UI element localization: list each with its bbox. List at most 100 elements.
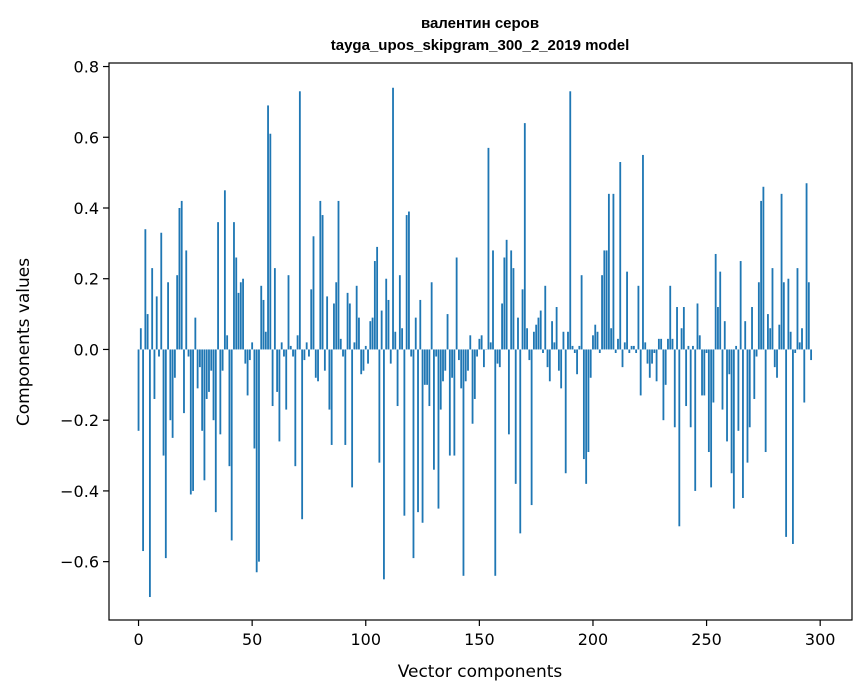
bar-283 xyxy=(780,193,783,350)
bar-160 xyxy=(501,303,503,350)
bar-102 xyxy=(369,321,372,350)
bar-53 xyxy=(258,349,260,562)
bar-31 xyxy=(208,349,210,392)
bar-214 xyxy=(623,342,626,350)
bar-178 xyxy=(542,349,544,353)
bar-119 xyxy=(408,211,410,350)
bar-91 xyxy=(344,349,347,445)
bar-169 xyxy=(521,289,524,350)
bar-86 xyxy=(333,303,335,350)
bar-50 xyxy=(251,342,254,350)
bar-108 xyxy=(383,349,385,580)
bar-278 xyxy=(769,328,772,350)
bar-279 xyxy=(771,268,774,350)
bar-67 xyxy=(289,345,292,350)
bar-228 xyxy=(655,349,658,382)
bar-209 xyxy=(612,193,615,350)
bar-68 xyxy=(292,349,294,357)
bar-195 xyxy=(580,275,583,350)
bar-29 xyxy=(203,349,206,481)
bar-242 xyxy=(687,345,690,350)
bar-98 xyxy=(360,349,363,375)
bar-124 xyxy=(419,299,422,350)
bar-255 xyxy=(717,307,719,350)
bar-81 xyxy=(321,215,324,350)
bar-193 xyxy=(576,349,578,375)
bar-215 xyxy=(626,271,628,350)
bar-142 xyxy=(460,349,463,389)
bar-213 xyxy=(621,349,624,368)
bar-97 xyxy=(358,317,360,350)
bar-218 xyxy=(632,345,635,350)
bar-85 xyxy=(330,349,333,445)
bar-27 xyxy=(198,349,201,368)
bar-21 xyxy=(185,250,188,350)
bar-43 xyxy=(235,257,238,350)
bar-109 xyxy=(385,278,388,350)
bar-17 xyxy=(176,275,179,350)
bar-131 xyxy=(435,349,438,357)
bar-186 xyxy=(560,349,563,389)
bar-134 xyxy=(442,349,444,382)
bar-232 xyxy=(664,349,667,385)
bar-289 xyxy=(794,349,797,353)
bar-172 xyxy=(528,349,531,361)
y-tick-label: 0.4 xyxy=(74,199,99,218)
bar-1 xyxy=(139,328,142,350)
bar-59 xyxy=(271,349,274,407)
bar-23 xyxy=(189,349,192,495)
bar-150 xyxy=(478,338,481,350)
bar-40 xyxy=(228,349,231,467)
x-tick-label: 0 xyxy=(133,630,143,649)
bar-42 xyxy=(233,222,235,350)
bar-89 xyxy=(339,338,342,350)
bar-120 xyxy=(410,349,413,357)
x-tick-label: 300 xyxy=(805,630,836,649)
bar-138 xyxy=(451,349,454,378)
bar-83 xyxy=(326,296,329,350)
bar-15 xyxy=(171,349,174,438)
bar-272 xyxy=(755,349,758,357)
bar-70 xyxy=(296,335,299,350)
bar-107 xyxy=(380,310,383,350)
y-tick-label: 0.8 xyxy=(74,58,99,77)
bar-140 xyxy=(455,257,458,350)
bar-100 xyxy=(364,345,367,350)
y-tick-label: 0.2 xyxy=(74,270,99,289)
bar-252 xyxy=(710,349,713,488)
bar-84 xyxy=(328,349,331,410)
bar-254 xyxy=(714,253,717,350)
bar-143 xyxy=(462,349,465,576)
bar-110 xyxy=(387,299,390,350)
bar-259 xyxy=(726,349,728,442)
bar-22 xyxy=(187,349,190,357)
bar-256 xyxy=(719,271,722,350)
bar-141 xyxy=(458,349,460,361)
bar-194 xyxy=(578,345,581,350)
chart-title-line1: валентин серов xyxy=(421,15,539,32)
bar-266 xyxy=(742,349,744,498)
bar-3 xyxy=(144,229,147,350)
bar-227 xyxy=(653,349,656,353)
bar-130 xyxy=(433,349,435,470)
bar-206 xyxy=(605,250,608,350)
bar-129 xyxy=(430,282,433,350)
bar-72 xyxy=(301,349,304,520)
bar-221 xyxy=(639,349,642,396)
bar-276 xyxy=(764,349,767,453)
bar-185 xyxy=(557,349,560,371)
bar-96 xyxy=(355,285,358,350)
bar-239 xyxy=(680,328,683,350)
bar-93 xyxy=(348,303,351,350)
bar-258 xyxy=(723,321,726,350)
bar-217 xyxy=(630,345,633,350)
bar-177 xyxy=(539,310,542,350)
bar-105 xyxy=(376,246,379,350)
bar-166 xyxy=(514,349,517,484)
bar-246 xyxy=(696,303,699,350)
bar-212 xyxy=(619,162,622,350)
bar-106 xyxy=(378,349,381,463)
bar-233 xyxy=(667,338,669,350)
bar-19 xyxy=(180,200,183,350)
bar-118 xyxy=(405,215,408,350)
